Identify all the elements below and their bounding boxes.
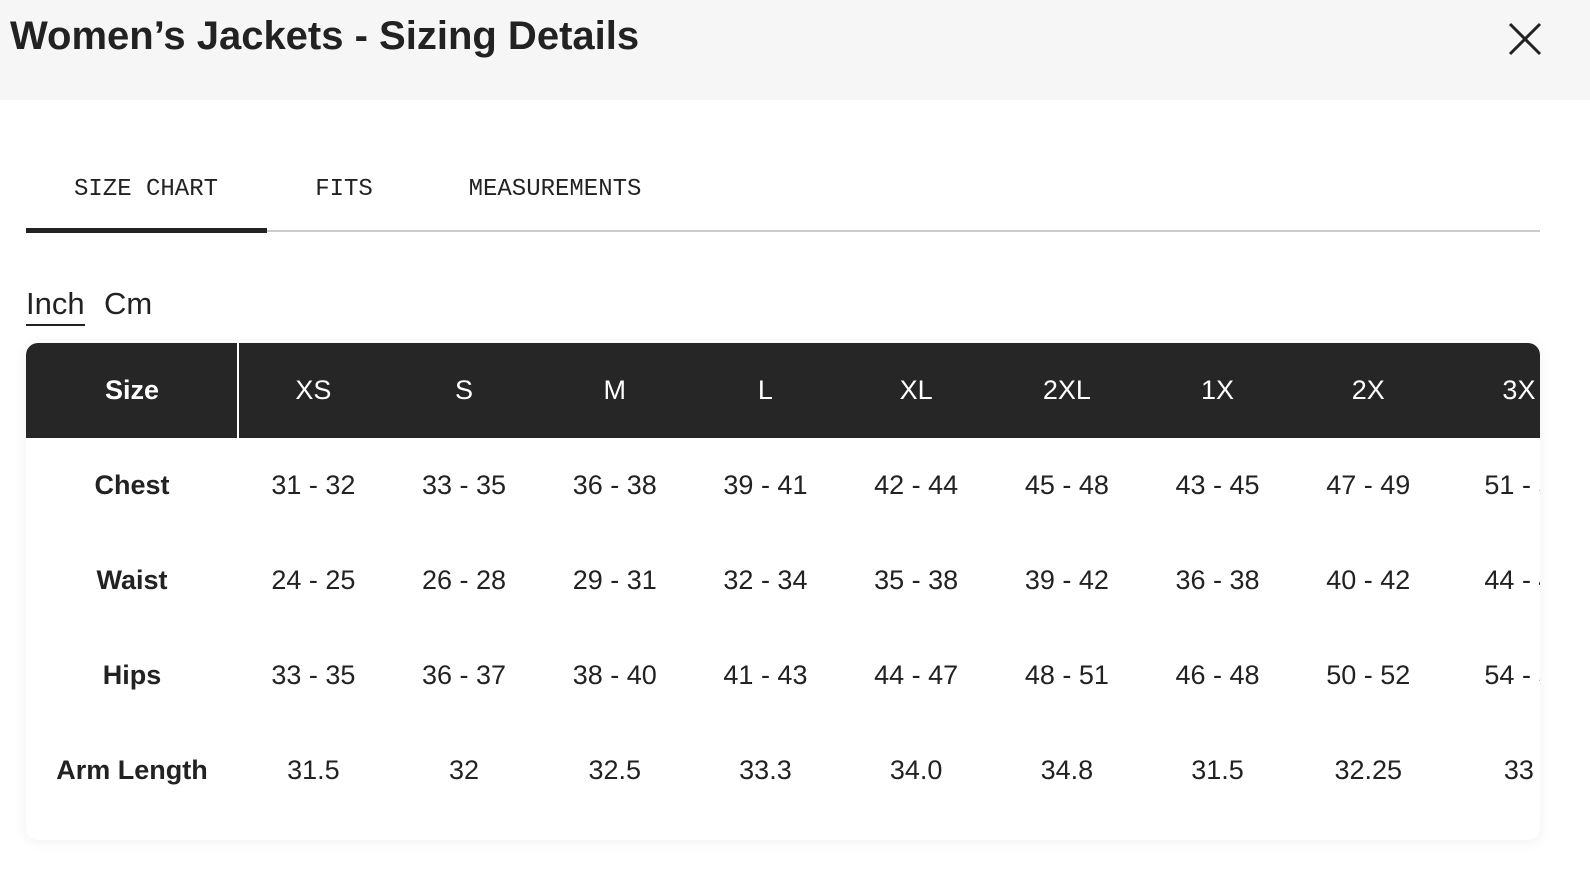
tab-divider [26, 230, 1540, 232]
header-cell: M [603, 375, 626, 405]
table-cell: 34.0 [889, 755, 943, 785]
table-cell: 31 - 32 [271, 470, 356, 500]
table-cell: 33 [1503, 755, 1534, 785]
header-cell: L [757, 375, 773, 405]
table-cell: 47 - 49 [1326, 470, 1411, 500]
table-cell: 33 - 35 [271, 660, 356, 690]
header-cell: 3X [1502, 375, 1536, 405]
table-cell: 36 - 38 [572, 470, 657, 500]
table-cell: 24 - 25 [271, 565, 356, 595]
header-cell: XL [899, 375, 933, 405]
modal-title: Women’s Jackets - Sizing Details [10, 14, 640, 58]
table-cell: 31.5 [287, 755, 340, 785]
table-cell: 36 - 38 [1175, 565, 1260, 595]
header-cell: XS [295, 375, 332, 405]
unit-option[interactable]: Cm [104, 286, 153, 321]
tab[interactable]: SIZE CHART [73, 176, 219, 203]
table-cell: 32 [449, 755, 480, 785]
table-cell: 40 - 42 [1326, 565, 1411, 595]
tab[interactable]: FITS [315, 176, 373, 203]
modal-header: Women’s Jackets - Sizing Details [0, 0, 1590, 100]
table-cell: 39 - 42 [1024, 565, 1109, 595]
table-cell: 33.3 [739, 755, 792, 785]
table-cell: 26 - 28 [422, 565, 507, 595]
table-cell: 33 - 35 [422, 470, 507, 500]
unit-option[interactable]: Inch [26, 286, 85, 326]
active-tab-indicator [26, 228, 267, 233]
table-cell: 39 - 41 [723, 470, 808, 500]
table-row: Arm Length 31.5 32 32.5 33.3 34.0 34.8 31.5 32.2… [26, 723, 1540, 818]
table-cell: 50 - 52 [1326, 660, 1411, 690]
table-row: Hips 33 - 35 36 - 37 38 - 40 41 - 43 44 - 47 4… [26, 628, 1540, 723]
table-header: Size XS S M L XL 2XL 1X 2X 3X [26, 343, 1540, 438]
table-cell: 35 - 38 [874, 565, 959, 595]
row-label: Chest [94, 470, 170, 500]
table-cell: 29 - 31 [572, 565, 657, 595]
table-cell: 32.5 [588, 755, 642, 785]
table-cell: 36 - 37 [422, 660, 507, 690]
header-cell: Size [104, 375, 160, 405]
table-cell: 46 - 48 [1175, 660, 1260, 690]
row-label: Arm Length [56, 755, 208, 785]
table-cell: 54 - 5 [1484, 660, 1540, 690]
table-cell: 31.5 [1191, 755, 1244, 785]
table-row: Waist 24 - 25 26 - 28 29 - 31 32 - 34 35 - 38… [26, 533, 1540, 628]
table-cell: 44 - 4 [1484, 565, 1540, 595]
table-cell: 51 - 5 [1484, 470, 1540, 500]
table-cell: 44 - 47 [874, 660, 959, 690]
table-cell: 38 - 40 [572, 660, 657, 690]
table-cell: 32 - 34 [723, 565, 808, 595]
table-cell: 41 - 43 [723, 660, 808, 690]
header-cell: 2X [1351, 375, 1385, 405]
table-cell: 45 - 48 [1024, 470, 1109, 500]
table-cell: 43 - 45 [1175, 470, 1260, 500]
table-row: Chest 31 - 32 33 - 35 36 - 38 39 - 41 42 - 44… [26, 438, 1540, 533]
table-cell: 34.8 [1040, 755, 1094, 785]
row-label: Hips [102, 660, 162, 690]
row-label: Waist [96, 565, 168, 595]
tab[interactable]: MEASUREMENTS [468, 176, 642, 203]
header-cell: S [455, 375, 474, 405]
table-cell: 32.25 [1334, 755, 1403, 785]
table-cell: 42 - 44 [874, 470, 959, 500]
close-button[interactable] [1506, 20, 1544, 58]
header-cell: 2XL [1042, 375, 1091, 405]
size-table: Size XS S M L XL 2XL 1X 2X 3X Chest 31 - 32 33 - 35… [26, 343, 1540, 840]
header-cell: 1X [1201, 375, 1235, 405]
table-cell: 48 - 51 [1024, 660, 1109, 690]
column-divider [237, 343, 239, 438]
